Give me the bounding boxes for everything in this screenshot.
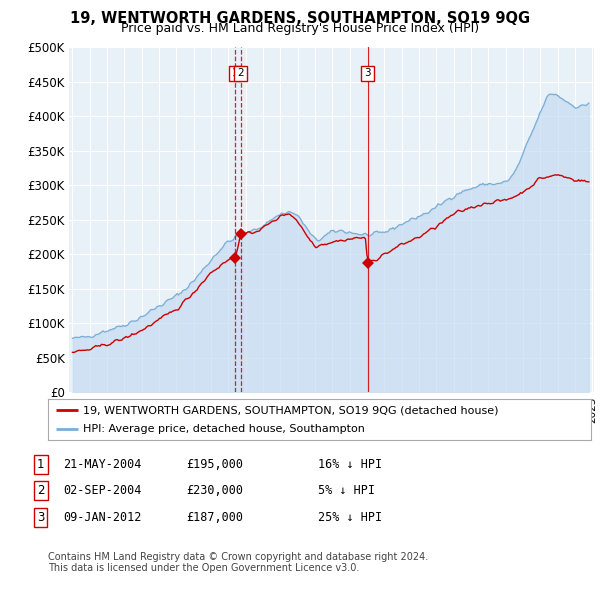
Text: 25% ↓ HPI: 25% ↓ HPI xyxy=(318,511,382,524)
Text: 16% ↓ HPI: 16% ↓ HPI xyxy=(318,458,382,471)
Text: This data is licensed under the Open Government Licence v3.0.: This data is licensed under the Open Gov… xyxy=(48,563,359,572)
Text: 1: 1 xyxy=(37,458,44,471)
Text: 3: 3 xyxy=(37,511,44,524)
Text: 5% ↓ HPI: 5% ↓ HPI xyxy=(318,484,375,497)
Text: Contains HM Land Registry data © Crown copyright and database right 2024.: Contains HM Land Registry data © Crown c… xyxy=(48,552,428,562)
Text: HPI: Average price, detached house, Southampton: HPI: Average price, detached house, Sout… xyxy=(83,424,365,434)
Text: 21-MAY-2004: 21-MAY-2004 xyxy=(63,458,142,471)
Text: 09-JAN-2012: 09-JAN-2012 xyxy=(63,511,142,524)
Text: £195,000: £195,000 xyxy=(186,458,243,471)
Text: £230,000: £230,000 xyxy=(186,484,243,497)
Text: 02-SEP-2004: 02-SEP-2004 xyxy=(63,484,142,497)
Text: 1: 1 xyxy=(232,68,238,78)
Text: 19, WENTWORTH GARDENS, SOUTHAMPTON, SO19 9QG: 19, WENTWORTH GARDENS, SOUTHAMPTON, SO19… xyxy=(70,11,530,25)
Text: Price paid vs. HM Land Registry's House Price Index (HPI): Price paid vs. HM Land Registry's House … xyxy=(121,22,479,35)
Text: 19, WENTWORTH GARDENS, SOUTHAMPTON, SO19 9QG (detached house): 19, WENTWORTH GARDENS, SOUTHAMPTON, SO19… xyxy=(83,405,499,415)
Text: 3: 3 xyxy=(364,68,371,78)
Text: 2: 2 xyxy=(238,68,244,78)
Text: 2: 2 xyxy=(37,484,44,497)
Text: £187,000: £187,000 xyxy=(186,511,243,524)
